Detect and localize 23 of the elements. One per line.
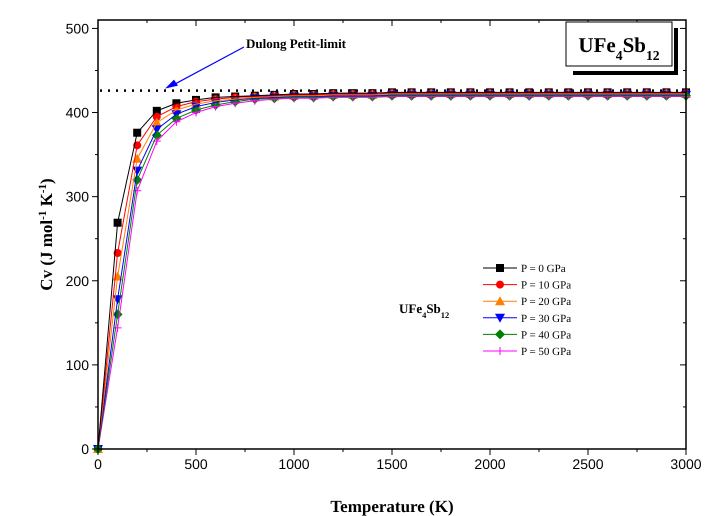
y-tick-label: 400 [66,104,90,121]
legend-label: P = 30 GPa [521,312,572,325]
x-tick-label: 500 [184,456,208,472]
y-tick-label: 300 [66,188,90,205]
y-tick-label: 500 [66,20,90,36]
x-tick-label: 3000 [670,456,702,472]
x-tick-label: 0 [94,456,102,472]
legend-label: P = 50 GPa [521,346,572,358]
legend-label: P = 40 GPa [521,329,572,342]
y-tick-label: 200 [66,272,90,289]
legend-label: P = 10 GPa [521,280,572,292]
ref-line-label: Dulong Petit-limit [246,36,347,51]
annotation: UFe$_{4}$Sb$_{12}$ [578,33,660,62]
x-axis-title: Temperature (K) [330,497,454,516]
x-tick-label: 1500 [376,456,408,472]
annotation: UFe$_{4}$Sb$_{12}$ [399,301,450,320]
legend-label: P = 20 GPa [521,296,572,308]
legend-label: P = 0 GPa [521,263,566,275]
x-tick-label: 1000 [278,456,310,472]
y-tick-label: 0 [81,441,90,457]
x-tick-label: 2500 [572,456,604,472]
x-tick-label: 2000 [474,456,506,472]
y-tick-label: 100 [66,356,90,373]
